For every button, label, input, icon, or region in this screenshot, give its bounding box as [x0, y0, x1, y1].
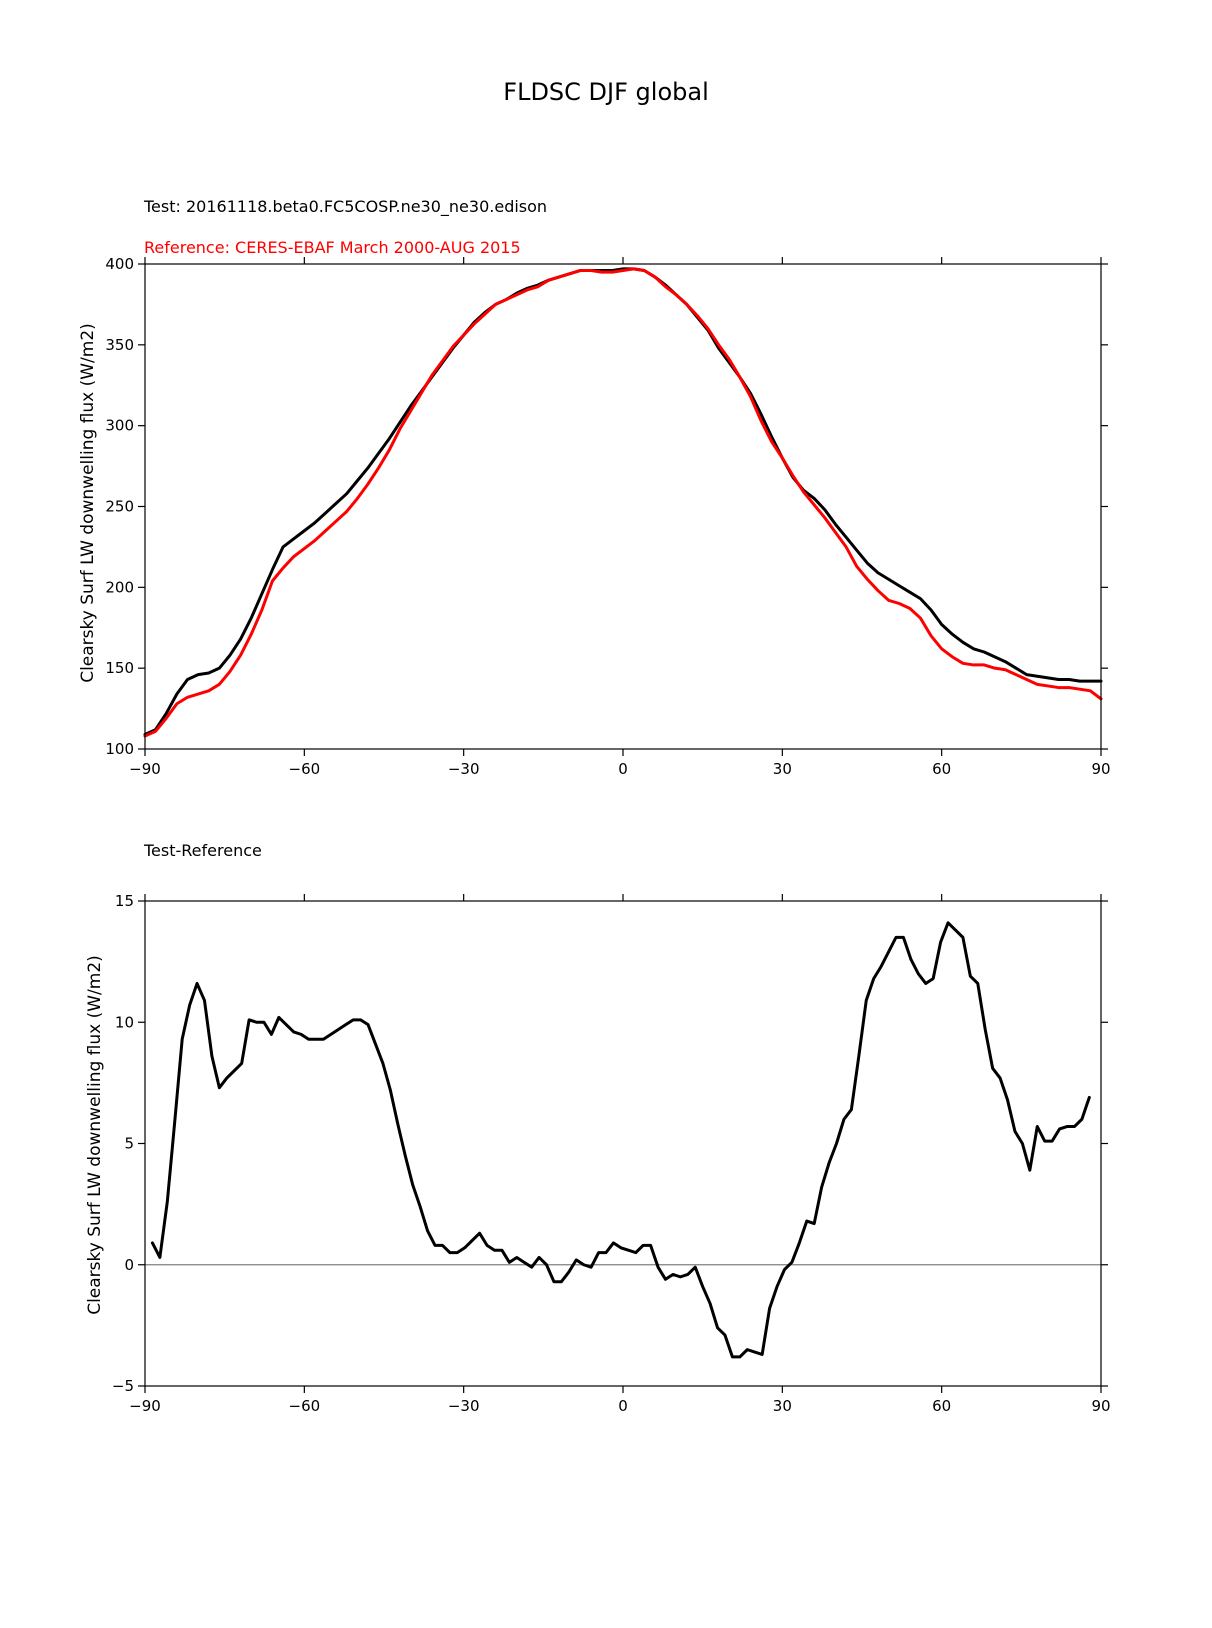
bottom-x-tick-label: 90 — [1091, 1397, 1110, 1415]
bottom-x-tick-label: 30 — [773, 1397, 792, 1415]
top-chart-panel: Test: 20161118.beta0.FC5COSP.ne30_ne30.e… — [78, 197, 1111, 778]
test-label: Test: 20161118.beta0.FC5COSP.ne30_ne30.e… — [143, 197, 547, 217]
top-x-tick-label: 90 — [1091, 760, 1110, 778]
top-x-tick-label: 30 — [773, 760, 792, 778]
bottom-x-tick-label: 60 — [932, 1397, 951, 1415]
top-y-tick-label: 150 — [105, 659, 134, 677]
top-x-tick-label: −60 — [289, 760, 321, 778]
bottom-difference-series-line — [150, 921, 1091, 1359]
bottom-panel-title: Test-Reference — [143, 841, 262, 860]
figure-title: FLDSC DJF global — [503, 78, 708, 106]
bottom-plot-area: −90 −60 −30 0 30 60 90 −5 0 5 10 15 — [112, 892, 1111, 1415]
top-plot-area: −90 −60 −30 0 30 60 90 100 150 200 250 300 350 400 — [105, 255, 1110, 778]
top-x-tick-label: −90 — [129, 760, 161, 778]
top-test-series-line — [143, 267, 1103, 736]
bottom-x-tick-label: −30 — [448, 1397, 480, 1415]
top-y-tick-label: 400 — [105, 255, 134, 273]
bottom-chart-panel: Test-Reference Clearsky Surf LW downwell… — [85, 841, 1111, 1415]
bottom-y-tick-label: 5 — [124, 1135, 134, 1153]
bottom-y-tick-label: 0 — [124, 1256, 134, 1274]
top-x-tick-label: 60 — [932, 760, 951, 778]
top-y-tick-label: 100 — [105, 740, 134, 758]
top-y-tick-label: 200 — [105, 578, 134, 596]
bottom-y-tick-label: 15 — [115, 892, 134, 910]
top-y-tick-label: 250 — [105, 498, 134, 516]
bottom-y-tick-label: 10 — [115, 1013, 134, 1031]
top-y-tick-label: 350 — [105, 336, 134, 354]
reference-label: Reference: CERES-EBAF March 2000-AUG 201… — [144, 238, 521, 257]
bottom-y-tick-label: −5 — [112, 1377, 134, 1395]
top-y-tick-label: 300 — [105, 417, 134, 435]
top-reference-series-line — [143, 267, 1103, 738]
top-y-axis-label: Clearsky Surf LW downwelling flux (W/m2) — [78, 323, 98, 683]
top-x-tick-label: −30 — [448, 760, 480, 778]
bottom-x-tick-label: 0 — [618, 1397, 628, 1415]
bottom-x-tick-label: −60 — [289, 1397, 321, 1415]
bottom-x-tick-label: −90 — [129, 1397, 161, 1415]
top-x-tick-label: 0 — [618, 760, 628, 778]
bottom-y-axis-label: Clearsky Surf LW downwelling flux (W/m2) — [85, 955, 105, 1315]
